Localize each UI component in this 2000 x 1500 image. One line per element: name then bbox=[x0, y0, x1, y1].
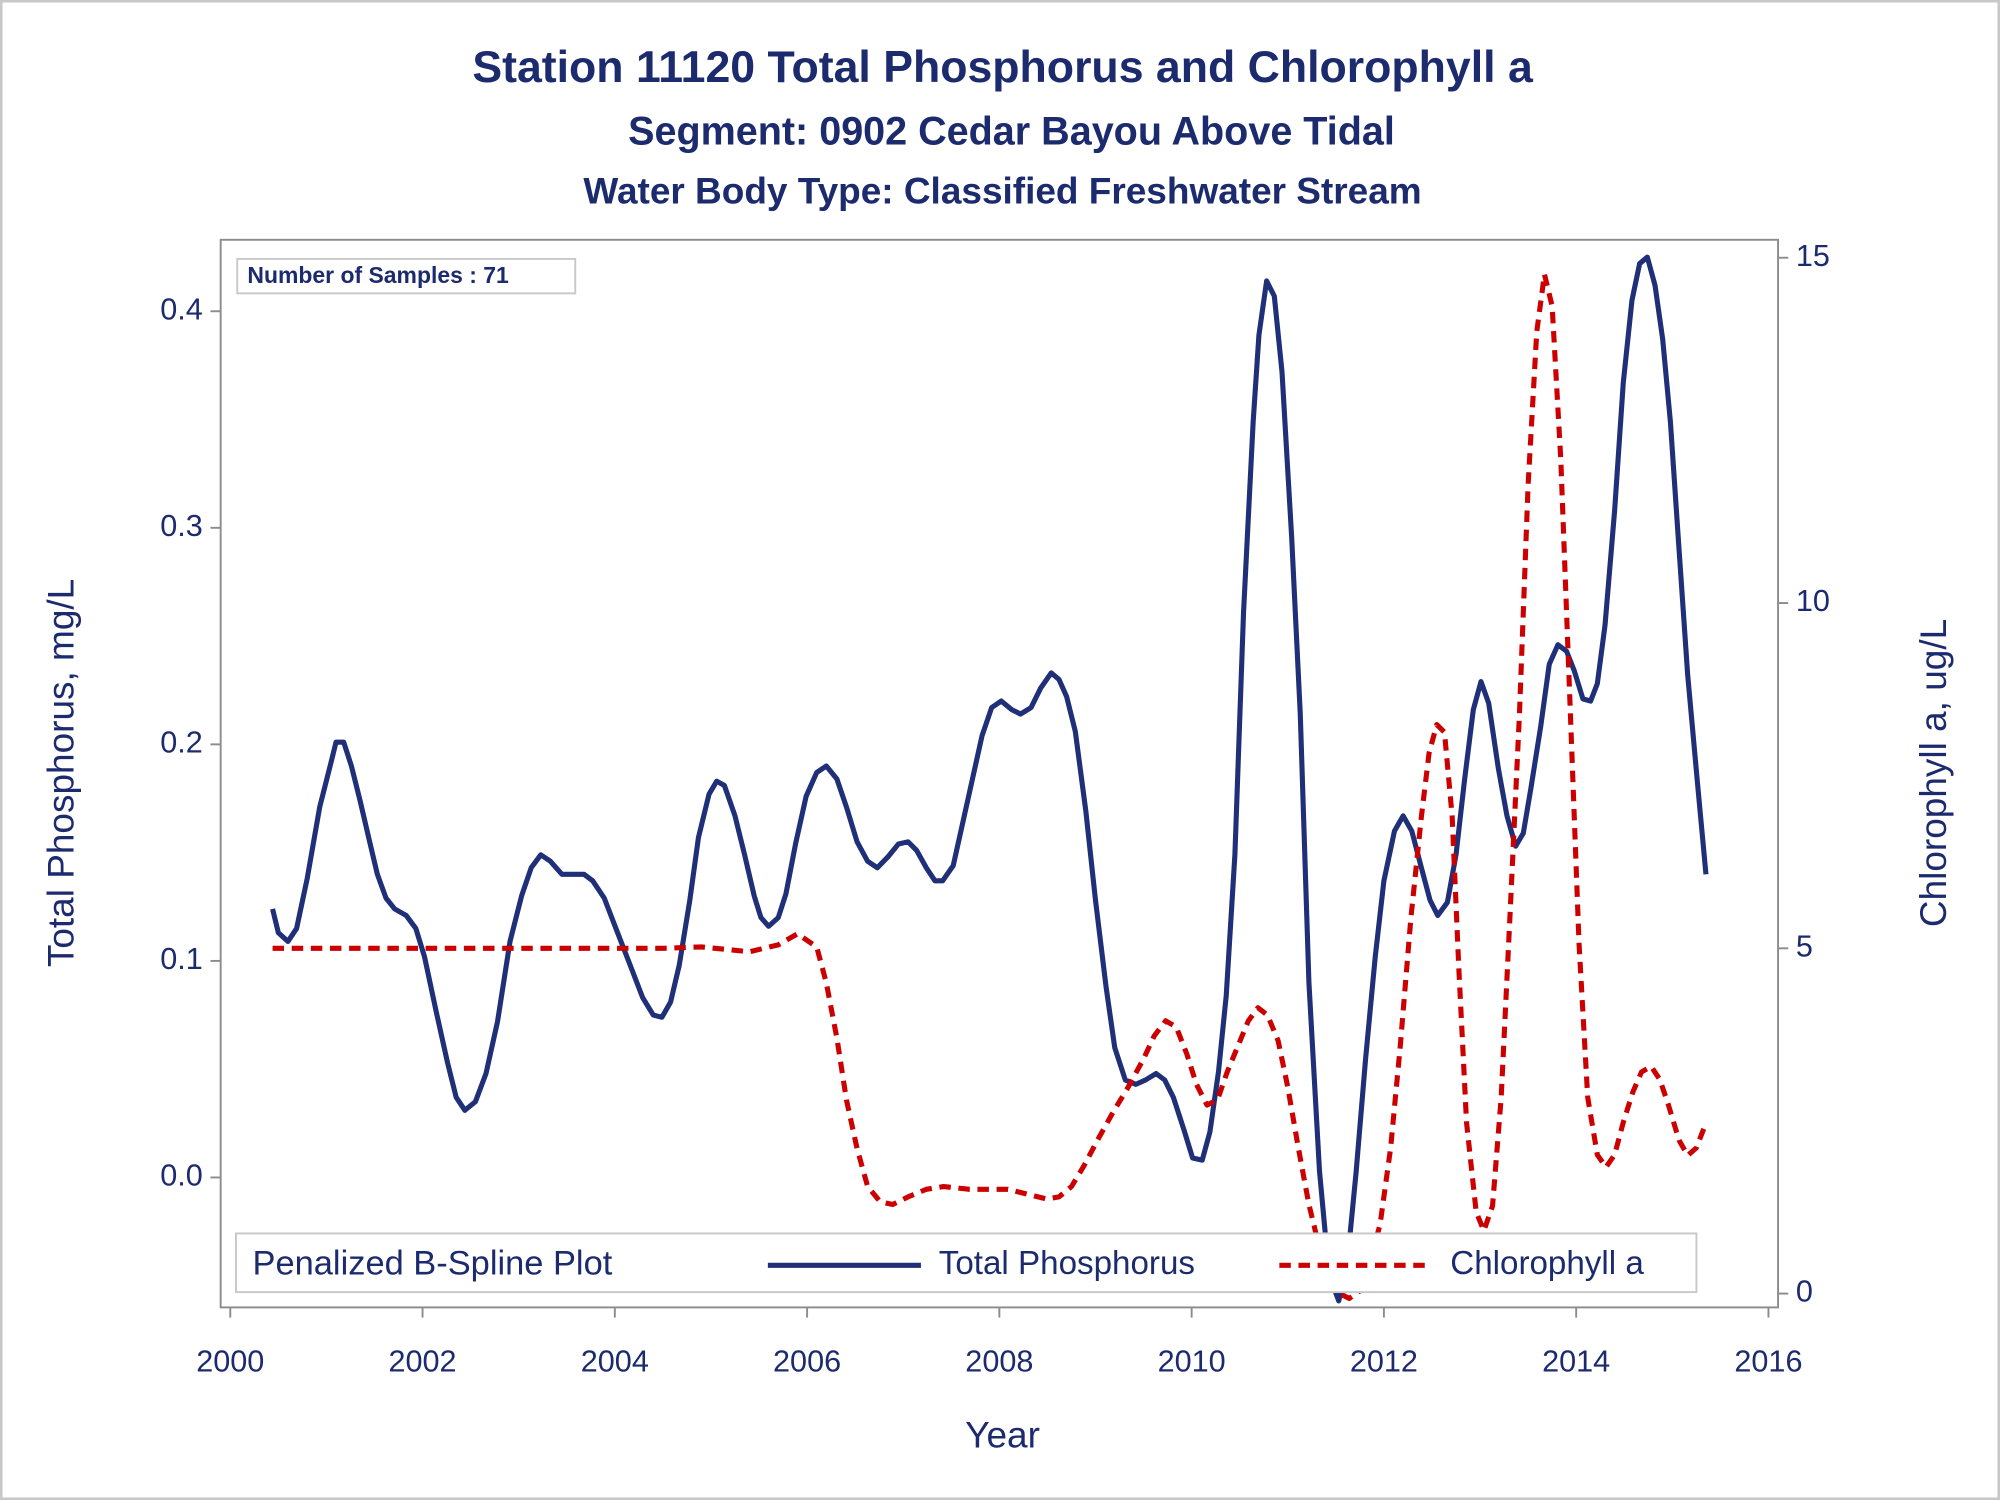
x-tick-label: 2006 bbox=[773, 1345, 841, 1379]
legend-label: Chlorophyll a bbox=[1450, 1245, 1644, 1282]
annotation-box bbox=[236, 257, 577, 295]
x-tick-label: 2002 bbox=[388, 1345, 456, 1379]
y2-tick-label: 0 bbox=[1796, 1275, 1813, 1309]
x-tick-label: 2014 bbox=[1542, 1345, 1610, 1379]
y2-tick-label: 5 bbox=[1796, 929, 1813, 963]
series-line bbox=[272, 271, 1709, 1301]
x-tick-label: 2004 bbox=[581, 1345, 649, 1379]
y-axis-label: Total Phosphorus, mg/L bbox=[41, 579, 82, 967]
x-tick-label: 2000 bbox=[196, 1345, 264, 1379]
x-tick-label: 2016 bbox=[1734, 1345, 1802, 1379]
legend-label: Total Phosphorus bbox=[939, 1245, 1195, 1282]
legend-box bbox=[235, 1232, 1698, 1294]
legend-title: Penalized B-Spline Plot bbox=[253, 1244, 613, 1282]
y2-tick-label: 15 bbox=[1796, 239, 1830, 273]
chart-title: Station 11120 Total Phosphorus and Chlor… bbox=[472, 43, 1534, 92]
chart-subtitle: Water Body Type: Classified Freshwater S… bbox=[583, 171, 1421, 212]
y2-tick-label: 10 bbox=[1796, 584, 1830, 618]
y-tick-label: 0.0 bbox=[160, 1159, 203, 1193]
annotation: Number of Samples : 71 bbox=[247, 262, 509, 288]
y2-axis-label: Chlorophyll a, ug/L bbox=[1913, 619, 1954, 927]
y-tick-label: 0.3 bbox=[160, 509, 203, 543]
x-tick-label: 2012 bbox=[1350, 1345, 1418, 1379]
y-tick-label: 0.4 bbox=[160, 292, 203, 326]
plot-area bbox=[270, 254, 1709, 1304]
chart-subtitle: Segment: 0902 Cedar Bayou Above Tidal bbox=[628, 109, 1395, 153]
y-tick-label: 0.1 bbox=[160, 942, 203, 976]
y-tick-label: 0.2 bbox=[160, 725, 203, 759]
x-tick-label: 2008 bbox=[965, 1345, 1033, 1379]
series-line bbox=[270, 254, 1709, 1304]
x-axis-label: Year bbox=[965, 1414, 1040, 1455]
x-tick-label: 2010 bbox=[1158, 1345, 1226, 1379]
